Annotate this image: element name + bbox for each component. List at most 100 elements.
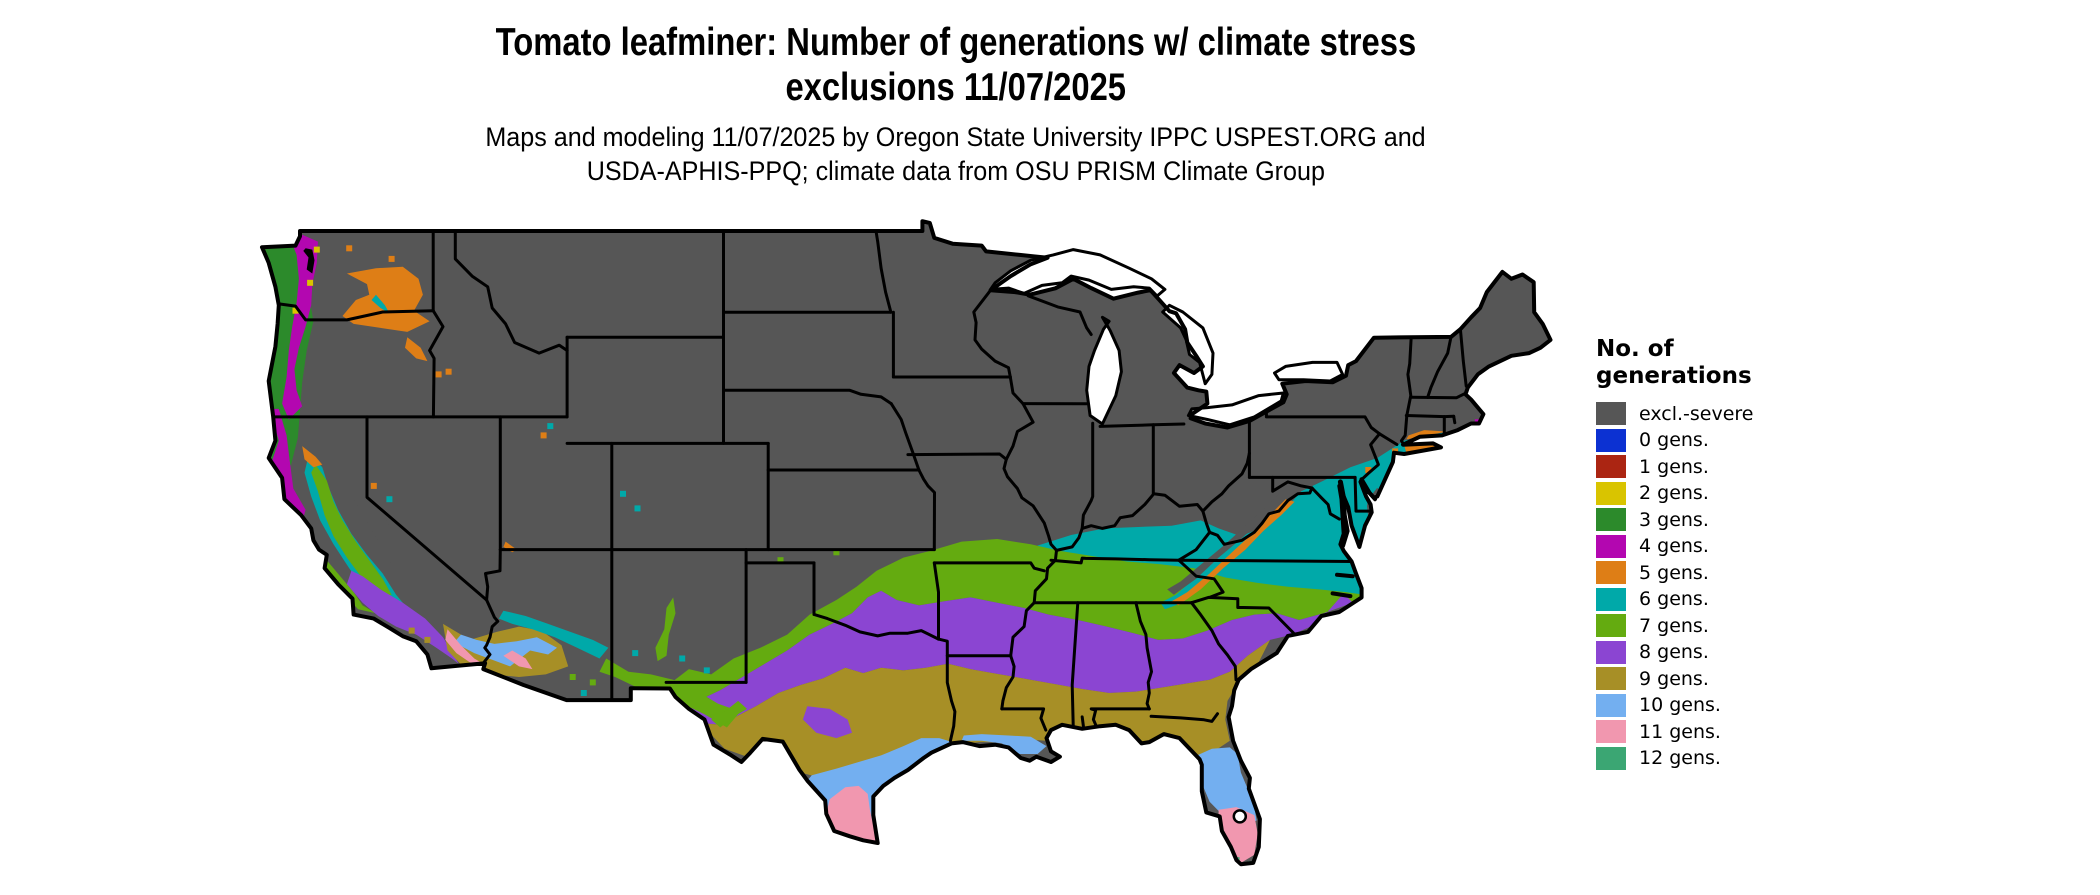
map-speck (1240, 868, 1246, 874)
map-speck (346, 245, 353, 252)
us-map-svg (260, 219, 1553, 879)
map-region (371, 294, 390, 314)
legend-item-label: 6 gens. (1639, 588, 1709, 610)
legend-swatch (1596, 693, 1626, 717)
bay-water (1080, 715, 1085, 728)
map-speck (388, 255, 395, 262)
page-title-line2: exclusions 11/07/2025 (785, 66, 1127, 109)
map-speck (620, 490, 626, 497)
legend-item: 7 gens. (1596, 614, 1816, 637)
map-speck (424, 636, 431, 643)
map-region (826, 785, 878, 843)
map-region (454, 634, 557, 667)
legend-item-label: 8 gens. (1639, 641, 1709, 663)
map-speck (1218, 872, 1224, 878)
map-speck (1365, 467, 1372, 473)
bay-water (1359, 477, 1377, 502)
legend-item-label: 0 gens. (1639, 429, 1709, 451)
legend-swatch (1596, 587, 1626, 611)
page-title: Tomato leafminer: Number of generations … (0, 20, 1912, 110)
bay-water (1335, 572, 1355, 579)
map-region (445, 629, 484, 664)
legend-item-label: 9 gens. (1639, 667, 1709, 690)
map-region (269, 408, 306, 522)
map-region (711, 700, 747, 728)
legend-item-label: excl.-severe (1639, 402, 1754, 425)
legend-item-label: 4 gens. (1639, 535, 1709, 557)
map-region (655, 597, 676, 662)
map-speck (679, 655, 686, 662)
legend-item: 2 gens. (1596, 481, 1816, 505)
coastline (260, 219, 1553, 867)
map-speck (777, 557, 784, 564)
page-subtitle-line2: USDA-APHIS-PPQ; climate data from OSU PR… (586, 156, 1326, 186)
map-speck (292, 307, 299, 314)
map-speck (370, 482, 377, 489)
legend-swatch (1596, 508, 1626, 531)
legend-title-line1: No. of (1596, 336, 1674, 362)
bay-water (1337, 479, 1350, 549)
legend-item: 11 gens. (1596, 720, 1816, 743)
legend-swatch (1596, 561, 1626, 584)
legend-items: excl.-severe 0 gens. 1 gens. 2 gens. 3 gens.… (1596, 402, 1816, 770)
page-subtitle-line1: Maps and modeling 11/07/2025 by Oregon S… (485, 122, 1427, 152)
map-region (1218, 807, 1258, 863)
puget-sound-water (303, 248, 315, 274)
legend-item: 0 gens. (1596, 428, 1816, 452)
map-region (324, 560, 376, 614)
legend-item: 12 gens. (1596, 746, 1816, 770)
map-speck (313, 246, 320, 253)
legend-swatch (1596, 534, 1626, 558)
lake (1085, 315, 1123, 426)
legend-swatch (1596, 720, 1626, 743)
map-region (802, 706, 852, 739)
map-speck (703, 667, 710, 674)
legend-item-label: 12 gens. (1639, 747, 1721, 769)
legend-item-label: 11 gens. (1639, 720, 1721, 743)
map-region (498, 610, 609, 659)
legend-item-label: 5 gens. (1639, 561, 1709, 584)
bay-water (1330, 591, 1353, 599)
legend-title-line2: generations (1596, 363, 1752, 389)
legend-item-label: 3 gens. (1639, 508, 1709, 531)
legend-item-label: 10 gens. (1639, 694, 1721, 716)
legend-item: 4 gens. (1596, 534, 1816, 558)
map-speck (540, 432, 547, 439)
lake (1273, 360, 1345, 383)
map-speck (833, 549, 840, 556)
map-speck (435, 371, 442, 378)
legend-item-label: 2 gens. (1639, 482, 1709, 504)
legend-swatch (1596, 640, 1626, 664)
map-region (346, 570, 459, 664)
legend-item: 10 gens. (1596, 693, 1816, 717)
map-region (1171, 499, 1295, 606)
legend-swatch (1596, 481, 1626, 505)
map-region (302, 446, 323, 468)
legend-item-label: 1 gens. (1639, 455, 1709, 478)
map-region (1194, 747, 1257, 829)
legend-swatch (1596, 667, 1626, 690)
map-speck (547, 423, 554, 430)
map-legend: No. of generations excl.-severe 0 gens. 1 … (1596, 336, 1816, 773)
map-region (344, 454, 412, 577)
legend-item: 1 gens. (1596, 455, 1816, 478)
page-subtitle: Maps and modeling 11/07/2025 by Oregon S… (0, 120, 1912, 188)
map-speck (445, 368, 452, 375)
map-region (961, 734, 1047, 754)
map-speck (307, 279, 314, 286)
legend-swatch (1596, 428, 1626, 452)
legend-item: 5 gens. (1596, 561, 1816, 584)
land-base (262, 221, 1551, 865)
legend-swatch (1596, 746, 1626, 770)
lake-okeechobee (1232, 809, 1248, 824)
map-speck (632, 650, 639, 657)
map-speck (1229, 873, 1235, 879)
us-generations-map (255, 160, 1565, 890)
map-region (405, 337, 428, 362)
legend-item: 3 gens. (1596, 508, 1816, 531)
map-region (688, 639, 1270, 777)
map-region (311, 464, 392, 598)
legend-item-label: 7 gens. (1639, 614, 1709, 637)
state-borders (268, 229, 1468, 743)
